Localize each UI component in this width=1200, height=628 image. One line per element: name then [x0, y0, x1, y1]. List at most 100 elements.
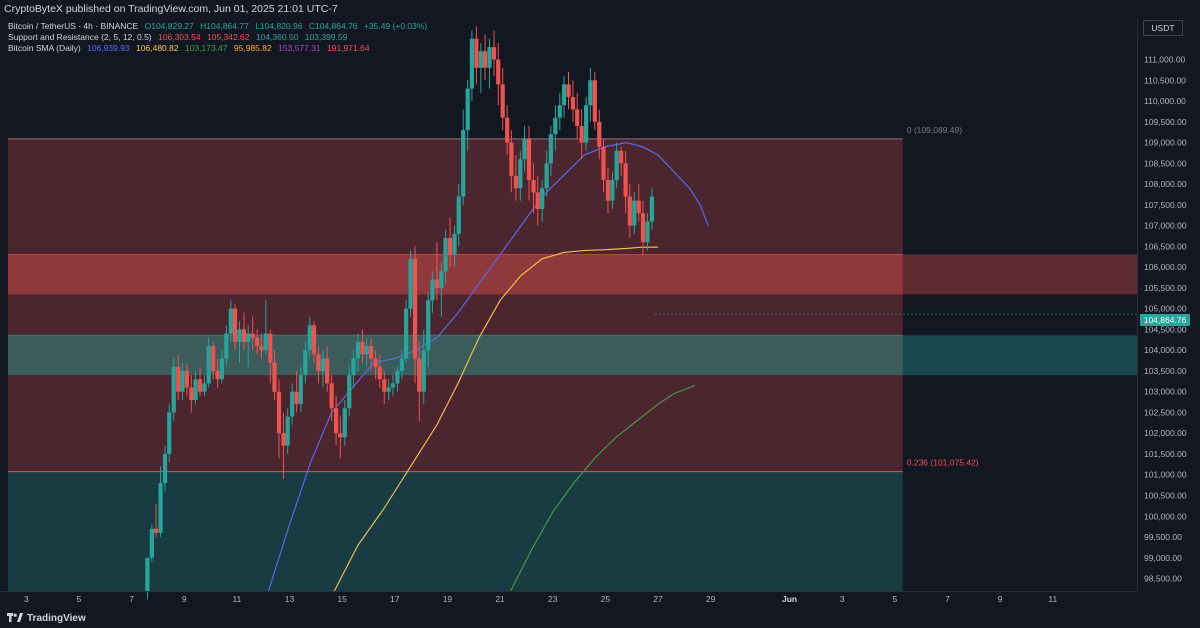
candle-body: [478, 51, 483, 68]
candle-body: [162, 453, 168, 484]
price-tick-label: 111,000.00: [1144, 55, 1186, 65]
candle-body: [412, 258, 418, 359]
candle-body: [285, 416, 290, 446]
candle-body: [430, 279, 435, 301]
price-tick-label: 103,000.00: [1144, 387, 1187, 397]
time-tick-label: 27: [653, 594, 663, 604]
sr-indicator-legend[interactable]: Support and Resistance (2, 5, 12, 0.5) 1…: [8, 32, 351, 42]
open-value: O104,829.27: [144, 21, 194, 31]
time-tick-label: 9: [182, 594, 187, 604]
change-value: +35.49 (+0.03%): [363, 21, 428, 31]
candle-body: [276, 391, 282, 434]
candle-body: [369, 346, 374, 359]
candle-body: [347, 375, 352, 409]
symbol-legend[interactable]: Bitcoin / TetherUS · 4h · BINANCE O104,8…: [8, 21, 431, 31]
price-tick-label: 107,500.00: [1144, 200, 1187, 210]
time-tick-label: 23: [548, 594, 558, 604]
candle-body: [649, 196, 655, 222]
candle-body: [588, 80, 593, 106]
time-axis[interactable]: 3 5 7 9 11 13 15 17 19 21 23 25 27 29 Jun 3 5 7 9 11: [0, 591, 1137, 605]
price-tick-label: 100,000.00: [1144, 511, 1187, 521]
candle-body: [566, 84, 571, 97]
sma-indicator-legend[interactable]: Bitcoin SMA (Daily) 106,939.93 106,480.8…: [8, 43, 374, 53]
price-tick-label: 98,500.00: [1144, 574, 1182, 584]
candle-body: [246, 333, 251, 342]
tradingview-logo[interactable]: TradingView: [7, 612, 86, 624]
candle-body: [434, 279, 440, 288]
sr-value-4: 103,399.59: [304, 32, 348, 42]
candle-body: [355, 341, 361, 359]
sr-value-1: 106,303.54: [158, 32, 201, 42]
tradingview-brand: TradingView: [27, 612, 86, 624]
candle-body: [426, 300, 431, 351]
candle-body: [561, 84, 567, 106]
price-tick-label: 109,000.00: [1144, 138, 1187, 148]
price-tick-label: 110,000.00: [1144, 96, 1186, 106]
time-tick-label: 29: [706, 594, 716, 604]
price-tick-label: 105,000.00: [1144, 304, 1187, 314]
publisher-bar: CryptoByteX published on TradingView.com…: [0, 0, 1200, 18]
candle-body: [522, 138, 527, 160]
candle-body: [373, 358, 378, 367]
price-tick-label: 101,000.00: [1144, 470, 1187, 480]
candle-body: [158, 483, 163, 533]
candle-body: [189, 387, 194, 400]
fib-label-0: 0 (109,089.49): [907, 125, 962, 135]
candle-body: [465, 88, 470, 131]
candle-body: [548, 134, 553, 164]
publisher-line: CryptoByteX published on TradingView.com…: [4, 3, 338, 15]
candle-body: [342, 408, 347, 438]
candle-body: [496, 59, 501, 85]
candle-body: [482, 51, 488, 68]
candle-body: [377, 366, 382, 380]
candle-body: [447, 238, 453, 255]
candle-body: [575, 109, 580, 126]
time-tick-label: 11: [232, 594, 241, 604]
candle-body: [491, 47, 497, 60]
time-tick-label: 19: [443, 594, 453, 604]
sma-green-line: [510, 384, 696, 592]
candle-body: [290, 391, 295, 417]
sma-value-4: 95,985.82: [233, 43, 272, 53]
low-value: L104,820.96: [255, 21, 303, 31]
candle-body: [605, 179, 611, 201]
price-tick-label: 108,500.00: [1144, 158, 1187, 168]
candle-body: [518, 159, 523, 189]
candle-body: [325, 358, 330, 384]
price-tick-label: 108,000.00: [1144, 179, 1187, 189]
candle-body: [579, 125, 584, 143]
price-tick-label: 100,500.00: [1144, 491, 1187, 501]
currency-selector[interactable]: USDT: [1143, 20, 1183, 36]
time-tick-label: 25: [601, 594, 611, 604]
time-tick-label: 7: [129, 594, 134, 604]
price-tick-label: 104,500.00: [1144, 324, 1187, 334]
candle-body: [540, 188, 545, 209]
sr-value-3: 104,360.50: [255, 32, 299, 42]
candle-body: [360, 341, 365, 355]
candle-body: [474, 38, 479, 68]
candle-body: [597, 121, 602, 147]
candle-body: [439, 271, 444, 288]
candle-body: [145, 557, 150, 591]
candle-body: [259, 346, 264, 351]
candle-body: [180, 370, 185, 392]
price-tick-label: 99,500.00: [1144, 532, 1182, 542]
candle-body: [272, 362, 277, 392]
zone-extension-resistance: [902, 254, 1137, 295]
candle-body: [526, 138, 532, 180]
candle-body: [636, 200, 641, 214]
price-tick-label: 105,500.00: [1144, 283, 1187, 293]
candle-body: [206, 346, 211, 384]
fibonacci-levels: 0 (109,089.49) 0.236 (101,075.42): [8, 125, 979, 473]
support-resistance-zones: [8, 138, 1137, 591]
zone-resistance-upper: [8, 254, 903, 295]
current-price-label: 104,864.76: [1140, 314, 1190, 326]
time-tick-label: 21: [495, 594, 505, 604]
candle-body: [619, 150, 624, 164]
candle-body: [303, 350, 308, 376]
candle-body: [311, 325, 317, 355]
candle-body: [232, 308, 238, 342]
candle-body: [421, 350, 426, 392]
sr-value-2: 105,342.62: [206, 32, 250, 42]
